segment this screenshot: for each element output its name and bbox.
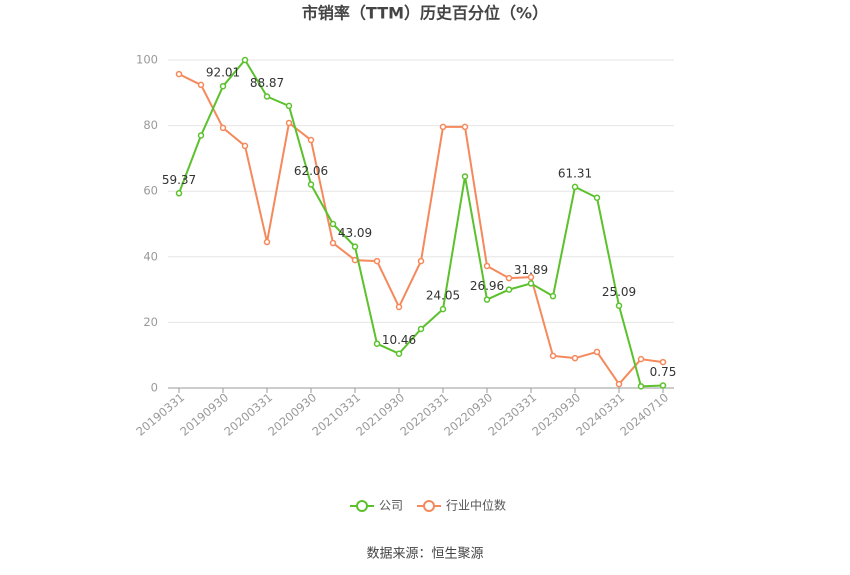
- point: [175, 190, 183, 197]
- point: [593, 194, 601, 202]
- point: [197, 81, 205, 89]
- point: [615, 380, 623, 388]
- point: [307, 181, 315, 188]
- data-label: 10.46: [382, 333, 416, 347]
- point: [285, 119, 293, 127]
- point: [219, 124, 227, 132]
- point: [549, 352, 557, 360]
- data-label: 25.09: [602, 285, 636, 299]
- point: [329, 239, 337, 247]
- data-label: 62.06: [294, 164, 328, 178]
- legend-label: 行业中位数: [446, 498, 506, 513]
- series-line: [178, 58, 664, 388]
- point: [197, 132, 205, 139]
- point: [175, 70, 183, 78]
- point: [395, 303, 403, 311]
- point: [637, 355, 645, 363]
- point: [307, 136, 315, 144]
- point: [571, 354, 579, 362]
- point: [241, 56, 249, 64]
- point: [329, 220, 337, 228]
- point: [505, 274, 513, 282]
- point: [351, 243, 359, 250]
- point: [263, 238, 271, 246]
- source: 数据来源：恒生聚源: [366, 547, 483, 562]
- point: [395, 350, 403, 357]
- point: [593, 348, 601, 356]
- data-label: 92.01: [206, 66, 240, 80]
- data-label: 0.75: [650, 365, 677, 379]
- data-label: 24.05: [426, 289, 460, 303]
- y-tick-label: 20: [143, 315, 158, 329]
- legend-label: 公司: [379, 499, 403, 513]
- point: [527, 273, 535, 281]
- legend-marker: [423, 500, 436, 512]
- data-label: 88.87: [250, 76, 284, 90]
- point: [483, 296, 491, 303]
- point: [483, 262, 491, 270]
- chart-title: 市销率（TTM）历史百分位（%）: [302, 4, 548, 23]
- point: [549, 292, 557, 300]
- x-tick-label: 20240710: [617, 390, 671, 438]
- y-tick-label: 80: [143, 118, 158, 132]
- y-tick-label: 40: [143, 249, 158, 263]
- point: [505, 286, 513, 293]
- point: [373, 340, 381, 347]
- point: [659, 382, 667, 389]
- point: [637, 383, 645, 390]
- point: [241, 142, 249, 150]
- series-line: [178, 73, 664, 386]
- point: [461, 173, 469, 180]
- data-label: 26.96: [470, 279, 504, 293]
- y-tick-label: 0: [151, 381, 158, 395]
- y-tick-label: 100: [136, 53, 158, 67]
- data-label: 59.37: [162, 173, 196, 187]
- point: [659, 358, 667, 366]
- point: [571, 183, 579, 191]
- point: [373, 257, 381, 265]
- point: [219, 82, 227, 90]
- legend-marker: [356, 500, 368, 512]
- data-label: 31.89: [514, 263, 548, 277]
- point: [417, 257, 425, 265]
- data-label: 61.31: [558, 166, 592, 180]
- point: [615, 302, 623, 309]
- point: [439, 305, 447, 313]
- point: [417, 325, 425, 333]
- data-label: 43.09: [338, 226, 372, 240]
- point: [461, 123, 469, 131]
- y-tick-label: 60: [143, 184, 158, 198]
- point: [263, 93, 271, 100]
- point: [439, 123, 447, 131]
- point: [285, 102, 293, 110]
- point: [527, 280, 535, 287]
